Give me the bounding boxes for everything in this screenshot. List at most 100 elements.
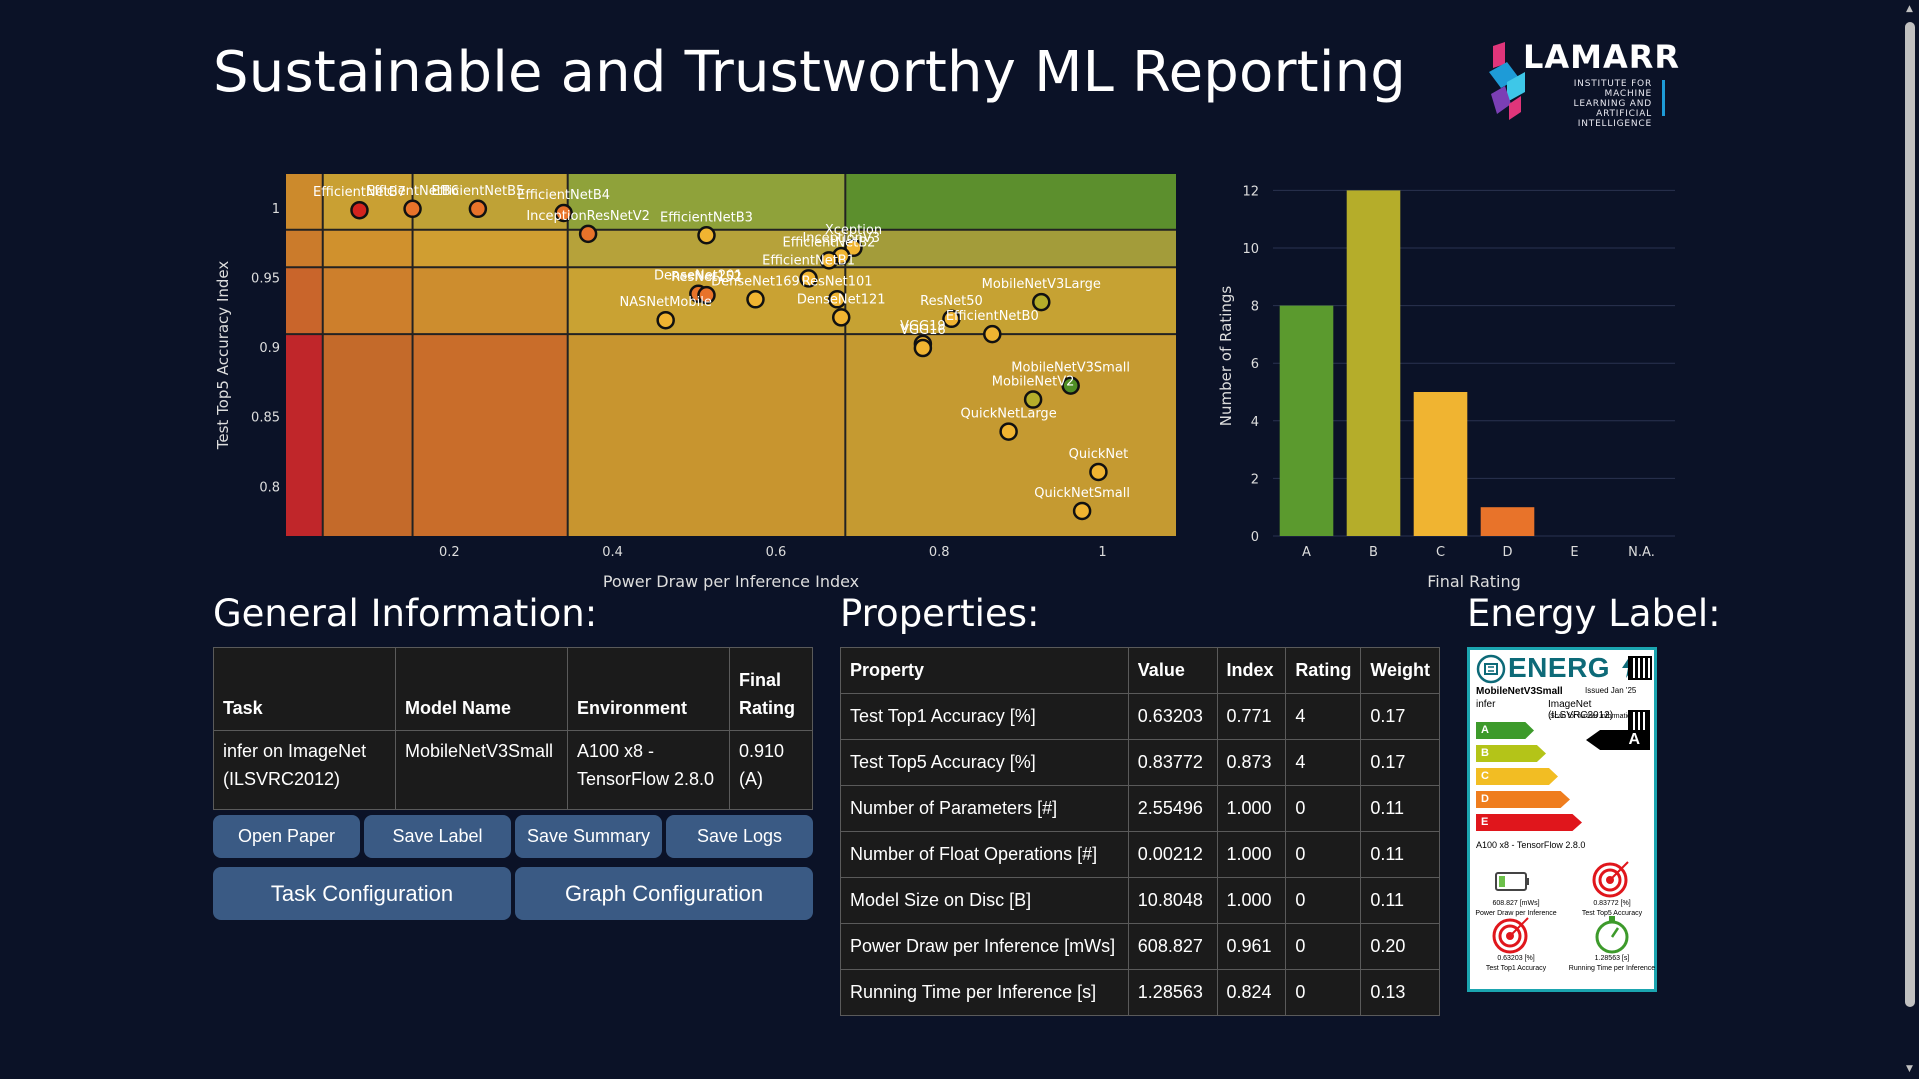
point-label: QuickNet xyxy=(1069,447,1129,462)
scatter-point[interactable] xyxy=(799,269,818,288)
scatter-point[interactable] xyxy=(1032,292,1051,312)
graph-configuration-button[interactable]: Graph Configuration xyxy=(515,867,813,920)
label-task: infer xyxy=(1476,699,1496,710)
weight-cell: 0.20 xyxy=(1360,923,1440,970)
scatter-point[interactable] xyxy=(554,203,573,223)
table-row: Model Size on Disc [B] 10.8048 1.000 0 0… xyxy=(840,877,1440,924)
y-tick-label: 0.8 xyxy=(259,480,280,495)
scroll-down-icon[interactable]: ▼ xyxy=(1906,1064,1913,1074)
open-paper-button[interactable]: Open Paper xyxy=(213,815,360,858)
weight-cell: 0.17 xyxy=(1360,739,1440,786)
rating-region xyxy=(322,174,413,230)
y-axis-label: Test Top5 Accuracy Index xyxy=(214,261,232,451)
lamarr-logo-icon xyxy=(1489,42,1525,120)
rating-region xyxy=(286,267,323,335)
y-tick-label: 0.85 xyxy=(251,411,280,426)
scatter-point[interactable] xyxy=(1023,390,1043,409)
point-label: MobileNetV3Small xyxy=(1011,361,1130,376)
scrollbar-thumb[interactable] xyxy=(1905,22,1915,1007)
bar[interactable] xyxy=(1279,305,1334,536)
rating-region xyxy=(286,174,323,230)
point-label: DenseNet201 xyxy=(654,269,743,284)
lamarr-logo: LAMARR INSTITUTE FOR MACHINE LEARNING AN… xyxy=(1485,38,1679,129)
scatter-point[interactable] xyxy=(468,199,488,219)
scatter-point[interactable] xyxy=(1061,376,1080,395)
scatter-point[interactable] xyxy=(697,285,716,305)
scatter-point[interactable] xyxy=(746,290,765,309)
energy-label-card[interactable]: ENERG MobileNetV3Small Issued Jan '25 in… xyxy=(1467,647,1657,992)
index-cell: 0.824 xyxy=(1216,969,1287,1016)
scatter-point[interactable] xyxy=(819,251,839,270)
point-label: QuickNetLarge xyxy=(961,407,1057,422)
properties-header-row: Property Value Index Rating Weight xyxy=(840,647,1440,694)
page-scrollbar[interactable]: ▲ ▼ xyxy=(1902,0,1919,1079)
properties-table: Property Value Index Rating Weight Test … xyxy=(840,647,1440,1016)
rating-bar-chart[interactable]: 0 2 4 6 8 10 12 A B C D E N.A. Final Rating Number of … xyxy=(1210,165,1690,605)
save-logs-button[interactable]: Save Logs xyxy=(666,815,813,858)
save-label-button[interactable]: Save Label xyxy=(364,815,511,858)
point-label: EfficientNetB3 xyxy=(660,210,753,225)
brain-chip-icon xyxy=(1476,654,1506,684)
scatter-point[interactable] xyxy=(697,226,716,245)
bar[interactable] xyxy=(1346,190,1401,536)
save-summary-button[interactable]: Save Summary xyxy=(515,815,662,858)
scatter-point[interactable] xyxy=(831,308,851,327)
x-tick-label: 1 xyxy=(1098,545,1106,560)
scatter-point[interactable] xyxy=(827,290,847,309)
energy-label-title: Energy Label: xyxy=(1467,592,1721,635)
page-title: Sustainable and Trustworthy ML Reporting xyxy=(213,40,1407,105)
label-scan-text: Scan for further information xyxy=(1550,713,1635,720)
metric-value-power: 608.827 [mWs] xyxy=(1492,900,1540,907)
scatter-point[interactable] xyxy=(1072,501,1092,521)
scatter-chart[interactable]: 0.2 0.4 0.6 0.8 1 0.8 0.85 0.9 0.95 1 Power Draw p… xyxy=(205,165,1205,605)
general-info-row: infer on ImageNet (ILSVRC2012) MobileNet… xyxy=(213,730,813,810)
bar[interactable] xyxy=(1413,392,1468,536)
rating-cell: 0 xyxy=(1285,831,1362,878)
cell-task: infer on ImageNet (ILSVRC2012) xyxy=(213,730,396,810)
scatter-point[interactable] xyxy=(403,199,422,219)
property-cell: Test Top5 Accuracy [%] xyxy=(840,739,1129,786)
class-arrow-e: E xyxy=(1476,814,1582,831)
table-row: Running Time per Inference [s] 1.28563 0… xyxy=(840,969,1440,1016)
weight-cell: 0.11 xyxy=(1360,877,1440,924)
scatter-point[interactable] xyxy=(999,422,1018,441)
stopwatch-icon xyxy=(1595,916,1629,954)
rating-cell: 0 xyxy=(1285,877,1362,924)
header-final-rating: Final Rating xyxy=(729,647,813,731)
table-row: Number of Parameters [#] 2.55496 1.000 0… xyxy=(840,785,1440,832)
weight-cell: 0.13 xyxy=(1360,969,1440,1016)
class-arrow-a: A xyxy=(1476,722,1534,739)
index-cell: 1.000 xyxy=(1216,877,1287,924)
bar[interactable] xyxy=(1480,507,1535,536)
point-label: ResNet50 xyxy=(920,294,983,309)
cell-final-rating: 0.910 (A) xyxy=(729,730,813,810)
rating-region xyxy=(845,174,1176,230)
scatter-point[interactable] xyxy=(578,224,598,244)
property-cell: Power Draw per Inference [mWs] xyxy=(840,923,1129,970)
weight-cell: 0.11 xyxy=(1360,785,1440,832)
y-tick-label: 10 xyxy=(1242,242,1259,257)
value-cell: 0.00212 xyxy=(1127,831,1218,878)
task-configuration-button[interactable]: Task Configuration xyxy=(213,867,511,920)
scatter-point[interactable] xyxy=(983,324,1002,344)
scatter-point[interactable] xyxy=(350,200,369,220)
index-cell: 0.873 xyxy=(1216,739,1287,786)
scatter-point[interactable] xyxy=(1089,462,1108,482)
x-tick-label: 0.2 xyxy=(439,545,460,560)
point-label: EfficientNetB0 xyxy=(946,309,1039,324)
scatter-point[interactable] xyxy=(656,310,675,330)
rating-cell: 0 xyxy=(1285,785,1362,832)
point-label: NASNetMobile xyxy=(620,295,712,310)
scroll-up-icon[interactable]: ▲ xyxy=(1906,4,1913,14)
y-tick-label: 0.9 xyxy=(259,341,280,356)
scatter-point[interactable] xyxy=(913,338,933,358)
label-issued: Issued Jan '25 xyxy=(1585,686,1637,695)
scatter-point[interactable] xyxy=(844,238,863,258)
x-tick-label: E xyxy=(1570,545,1578,560)
property-cell: Model Size on Disc [B] xyxy=(840,877,1129,924)
index-cell: 0.961 xyxy=(1216,923,1287,970)
qr-code-small-icon xyxy=(1628,710,1650,732)
scatter-point[interactable] xyxy=(942,309,961,329)
logo-subtitle: INSTITUTE FOR MACHINE LEARNING AND ARTIF… xyxy=(1573,79,1652,129)
index-cell: 0.771 xyxy=(1216,693,1287,740)
